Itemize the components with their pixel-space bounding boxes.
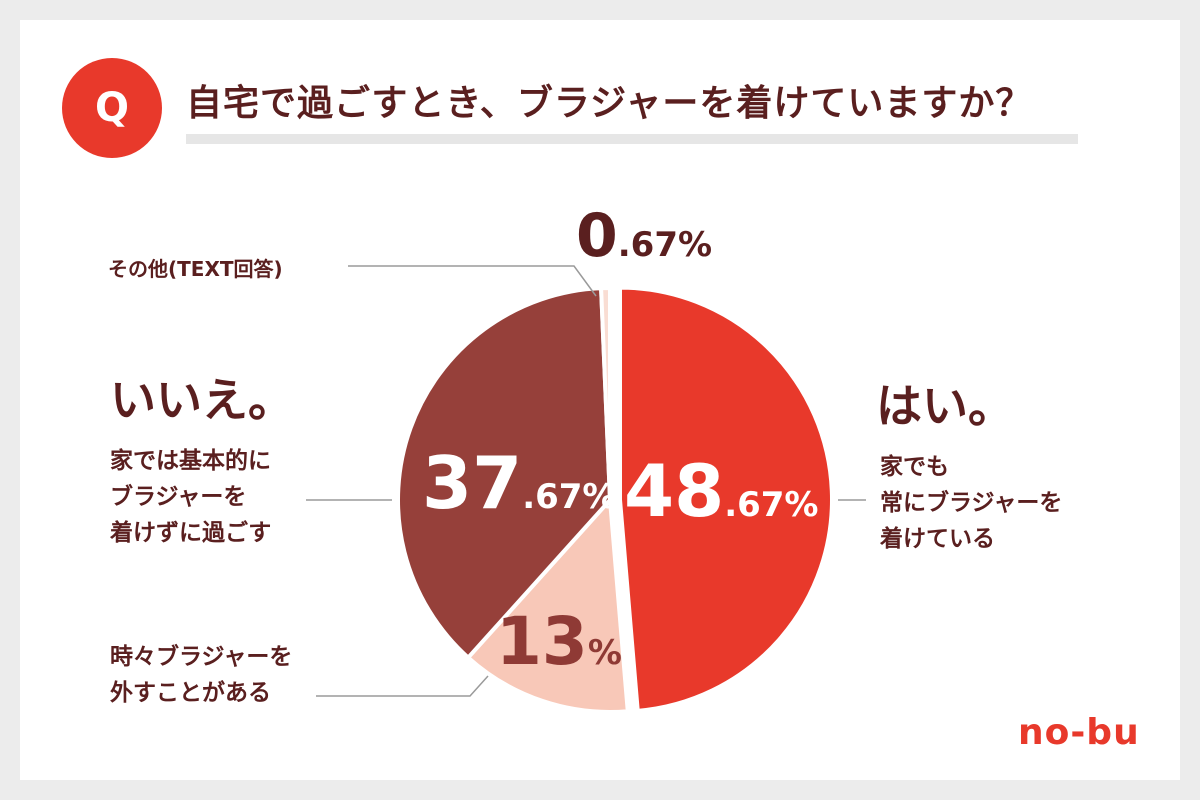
pie-slice-sometimes bbox=[466, 498, 630, 714]
value-sometimes-int: 13 bbox=[496, 603, 588, 680]
leader-other bbox=[348, 265, 597, 297]
value-other-int: 0 bbox=[576, 201, 618, 271]
label-sometimes-line-2: 外すことがある bbox=[110, 679, 271, 706]
pie-slice-no bbox=[396, 286, 612, 660]
label-yes-line-2: 常にブラジャーを bbox=[880, 489, 1062, 516]
label-yes-line-3: 着けている bbox=[880, 525, 995, 552]
label-other: その他(TEXT回答) bbox=[108, 257, 283, 281]
label-no-heading: いいえ。 bbox=[110, 373, 294, 427]
leader-sometimes bbox=[316, 675, 489, 697]
title-underline bbox=[186, 134, 1078, 144]
value-yes-dec: .67% bbox=[724, 485, 818, 525]
pie-slices bbox=[396, 285, 834, 714]
value-no: 37.67% bbox=[422, 441, 617, 525]
label-no-line-1: 家では基本的に bbox=[110, 447, 271, 474]
value-sometimes: 13% bbox=[496, 603, 622, 680]
question-badge: Q bbox=[62, 58, 162, 158]
pie-slice-yes bbox=[617, 285, 834, 713]
value-yes: 48.67% bbox=[624, 449, 819, 533]
value-other: 0.67% bbox=[576, 201, 712, 271]
label-no-line-3: 着けずに過ごす bbox=[110, 519, 271, 546]
value-sometimes-dec: % bbox=[588, 633, 622, 673]
value-no-int: 37 bbox=[422, 441, 522, 525]
pie-slice-other bbox=[599, 286, 612, 502]
brand-logo: no-bu bbox=[1018, 712, 1140, 753]
value-yes-int: 48 bbox=[624, 449, 724, 533]
label-yes-heading: はい。 bbox=[876, 379, 1014, 433]
question-badge-letter: Q bbox=[94, 85, 129, 131]
value-no-dec: .67% bbox=[522, 477, 616, 517]
label-sometimes-line-1: 時々ブラジャーを bbox=[110, 643, 292, 670]
leader-lines bbox=[306, 265, 866, 697]
label-yes-line-1: 家でも bbox=[880, 453, 949, 480]
value-other-dec: .67% bbox=[618, 225, 712, 265]
label-no-line-2: ブラジャーを bbox=[110, 483, 246, 510]
question-title: 自宅で過ごすとき、ブラジャーを着けていますか？ bbox=[186, 83, 1033, 124]
